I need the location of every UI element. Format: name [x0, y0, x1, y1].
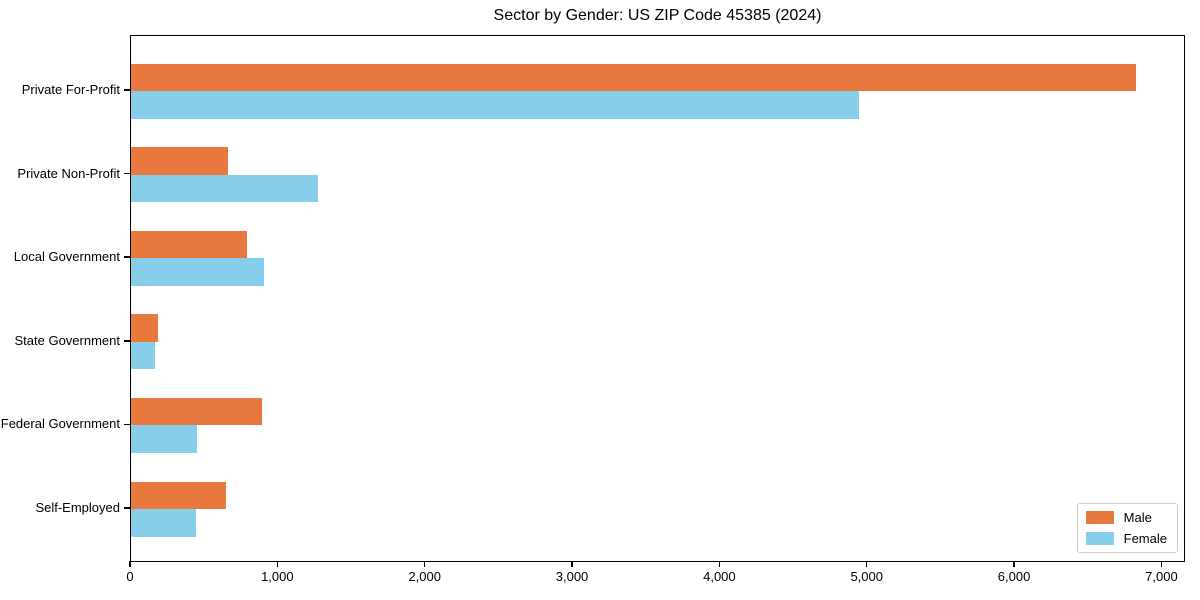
y-tick-label: Federal Government — [0, 416, 120, 432]
plot-area — [130, 35, 1185, 562]
x-tick-label: 3,000 — [555, 569, 589, 584]
bar-male-5 — [131, 397, 263, 426]
bar-female-1 — [131, 91, 859, 119]
bar-female-2 — [131, 174, 319, 203]
chart-title: Sector by Gender: US ZIP Code 45385 (202… — [493, 7, 822, 24]
bar-female-3 — [131, 258, 264, 286]
legend-label-female: Female — [1123, 531, 1167, 546]
x-tick-mark — [129, 561, 131, 567]
y-tick-mark — [124, 89, 130, 91]
x-tick-mark — [1160, 561, 1163, 567]
x-tick-mark — [571, 561, 573, 567]
legend-item-male: Male — [1085, 510, 1167, 525]
bar-female-6 — [131, 509, 196, 537]
bar-female-4 — [131, 341, 155, 370]
y-tick-label: Local Government — [13, 249, 120, 265]
x-tick-label: 4,000 — [703, 569, 736, 584]
y-tick-mark — [124, 423, 130, 426]
x-tick-label: 7,000 — [1145, 569, 1178, 584]
x-tick-mark — [423, 561, 426, 567]
y-tick-mark — [124, 256, 130, 258]
y-tick-mark — [124, 507, 130, 509]
legend-item-female: Female — [1085, 531, 1167, 546]
x-tick-mark — [865, 561, 868, 567]
x-tick-label: 5,000 — [850, 569, 883, 584]
x-tick-label: 2,000 — [408, 569, 441, 584]
y-tick-mark — [124, 172, 130, 175]
bar-male-1 — [131, 63, 1136, 91]
x-tick-mark — [1013, 561, 1015, 567]
female-series-swatch — [1085, 532, 1114, 545]
x-tick-mark — [718, 561, 721, 567]
y-tick-mark — [124, 340, 130, 342]
y-tick-label: Private For-Profit — [21, 82, 120, 97]
bar-male-2 — [131, 147, 229, 175]
bar-male-4 — [131, 314, 159, 342]
y-tick-label: Self-Employed — [35, 500, 120, 515]
bar-male-3 — [131, 230, 248, 259]
bar-male-6 — [131, 481, 227, 509]
x-tick-label: 6,000 — [997, 569, 1031, 584]
x-tick-label: 0 — [126, 569, 134, 584]
legend-label-male: Male — [1123, 510, 1152, 525]
x-tick-mark — [276, 561, 279, 567]
bar-female-5 — [131, 425, 198, 453]
y-tick-label: Private Non-Profit — [17, 165, 120, 181]
legend: Male Female — [1076, 503, 1178, 553]
male-series-swatch — [1085, 511, 1114, 524]
x-tick-label: 1,000 — [261, 569, 294, 584]
y-tick-label: State Government — [14, 332, 121, 348]
